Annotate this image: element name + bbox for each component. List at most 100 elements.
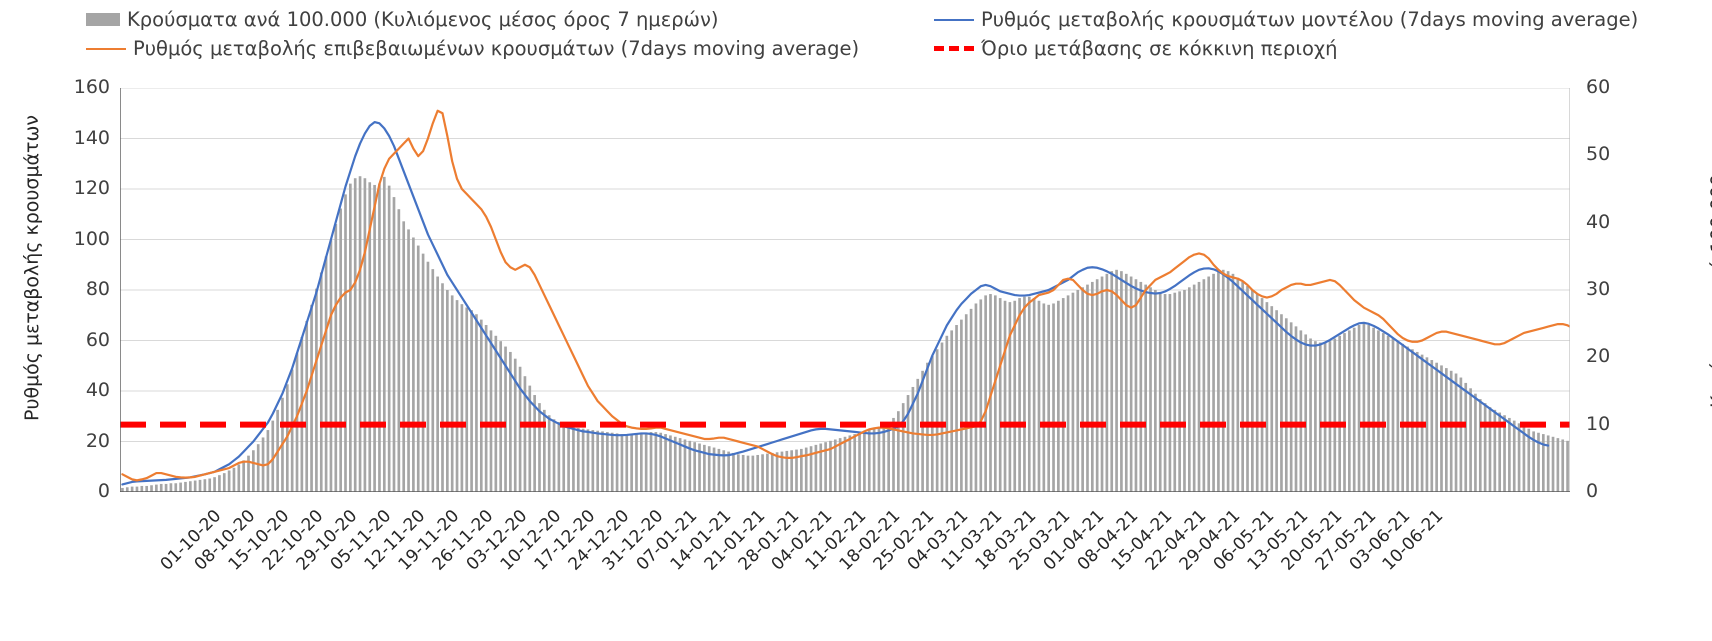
- bar: [460, 304, 464, 492]
- line-swatch-icon: [86, 47, 126, 50]
- bar: [1294, 326, 1298, 492]
- bar: [344, 194, 347, 492]
- bar: [203, 479, 207, 492]
- bar: [1139, 281, 1143, 492]
- bar: [591, 430, 595, 492]
- bar: [819, 443, 823, 492]
- bar: [266, 430, 270, 492]
- bar: [712, 447, 716, 492]
- bar: [1328, 341, 1332, 492]
- bar: [1454, 373, 1458, 492]
- bar: [766, 453, 769, 492]
- bar: [1527, 428, 1531, 492]
- bar: [179, 482, 182, 492]
- legend-item-cases-per-100k[interactable]: Κρούσματα ανά 100.000 (Κυλιόμενος μέσος …: [86, 8, 718, 31]
- bar: [838, 438, 842, 492]
- bar: [547, 415, 551, 492]
- bar: [1556, 438, 1560, 492]
- bar: [1299, 330, 1303, 492]
- series-line: [121, 120, 1550, 486]
- bar: [858, 432, 861, 492]
- bar: [412, 237, 415, 492]
- bar: [378, 183, 381, 492]
- bar: [615, 433, 619, 492]
- bar: [368, 182, 372, 492]
- left-axis-tick-label: 160: [73, 76, 110, 98]
- bar: [256, 444, 260, 492]
- bar: [1333, 338, 1337, 492]
- bar: [824, 442, 827, 492]
- bar: [1386, 335, 1390, 492]
- left-axis-tick-label: 0: [97, 480, 110, 502]
- left-axis-tick-label: 100: [73, 227, 110, 250]
- bar: [639, 433, 643, 492]
- bar: [1561, 439, 1565, 492]
- bar: [998, 298, 1002, 492]
- bar: [1546, 435, 1550, 492]
- bar: [877, 427, 881, 492]
- bar: [164, 483, 168, 492]
- legend-item-model-rate[interactable]: Ρυθμός μεταβολής κρουσμάτων μοντέλου (7d…: [934, 8, 1638, 31]
- bar: [1425, 357, 1429, 492]
- bar: [426, 261, 430, 492]
- bar: [1512, 420, 1516, 492]
- bar: [901, 403, 905, 492]
- left-axis-tick-label: 60: [85, 328, 110, 351]
- bar: [455, 300, 459, 492]
- bar: [911, 386, 915, 492]
- bar: [678, 438, 682, 492]
- bar: [1367, 325, 1371, 492]
- bar: [528, 385, 532, 492]
- left-axis-tick-label: 80: [85, 278, 110, 300]
- bar: [193, 480, 197, 492]
- bar: [242, 460, 245, 492]
- bar: [1047, 304, 1051, 492]
- right-axis-tick-label: 30: [1586, 278, 1611, 300]
- bar: [416, 245, 420, 492]
- bar: [1037, 300, 1041, 492]
- bar: [1430, 360, 1434, 492]
- bar: [1284, 318, 1288, 492]
- bar: [863, 431, 866, 492]
- bar: [1241, 281, 1244, 492]
- bar: [150, 485, 153, 492]
- bar: [829, 440, 832, 492]
- bar: [1192, 284, 1196, 492]
- legend-label-cases-per-100k: Κρούσματα ανά 100.000 (Κυλιόμενος μέσος …: [127, 8, 719, 31]
- bar: [576, 428, 580, 492]
- bar: [1474, 393, 1477, 492]
- bar: [950, 330, 954, 492]
- bar: [1445, 368, 1448, 492]
- bar: [353, 178, 357, 492]
- bar: [1144, 284, 1148, 492]
- bar: [945, 335, 949, 492]
- bar: [1018, 298, 1021, 492]
- bar: [358, 176, 362, 492]
- bar: [1042, 303, 1046, 492]
- legend-item-red-zone-threshold[interactable]: Όριο μετάβασης σε κόκκινη περιοχή: [934, 37, 1338, 60]
- bar: [363, 178, 367, 492]
- bar: [349, 183, 352, 492]
- legend-item-confirmed-rate[interactable]: Ρυθμός μεταβολής επιβεβαιωμένων κρουσμάτ…: [86, 37, 859, 60]
- bar: [1338, 335, 1341, 492]
- bar: [1469, 388, 1472, 492]
- bar: [1532, 431, 1535, 492]
- bar: [1435, 362, 1438, 492]
- bar: [596, 430, 600, 492]
- bar: [504, 346, 507, 492]
- bar: [780, 451, 784, 492]
- bar: [848, 435, 852, 492]
- bar: [1221, 269, 1225, 492]
- bar: [387, 185, 391, 492]
- bar: [523, 376, 527, 492]
- bar: [635, 434, 638, 492]
- bar: [421, 253, 425, 492]
- bar: [1522, 426, 1526, 492]
- bar: [1357, 325, 1361, 492]
- bar: [664, 434, 667, 492]
- bar: [688, 440, 692, 492]
- bar: [213, 477, 216, 492]
- bar: [1202, 279, 1206, 492]
- bar: [770, 452, 774, 492]
- bar: [853, 434, 857, 492]
